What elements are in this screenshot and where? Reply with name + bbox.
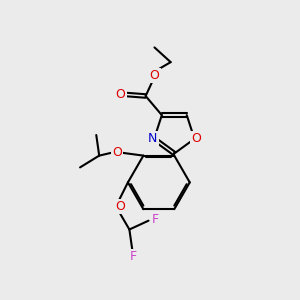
Text: O: O — [149, 69, 159, 82]
Text: O: O — [112, 146, 122, 159]
Text: O: O — [116, 200, 125, 213]
Text: N: N — [148, 132, 157, 145]
Text: O: O — [116, 88, 125, 101]
Text: O: O — [191, 132, 201, 145]
Text: F: F — [129, 250, 137, 263]
Text: F: F — [152, 213, 159, 226]
